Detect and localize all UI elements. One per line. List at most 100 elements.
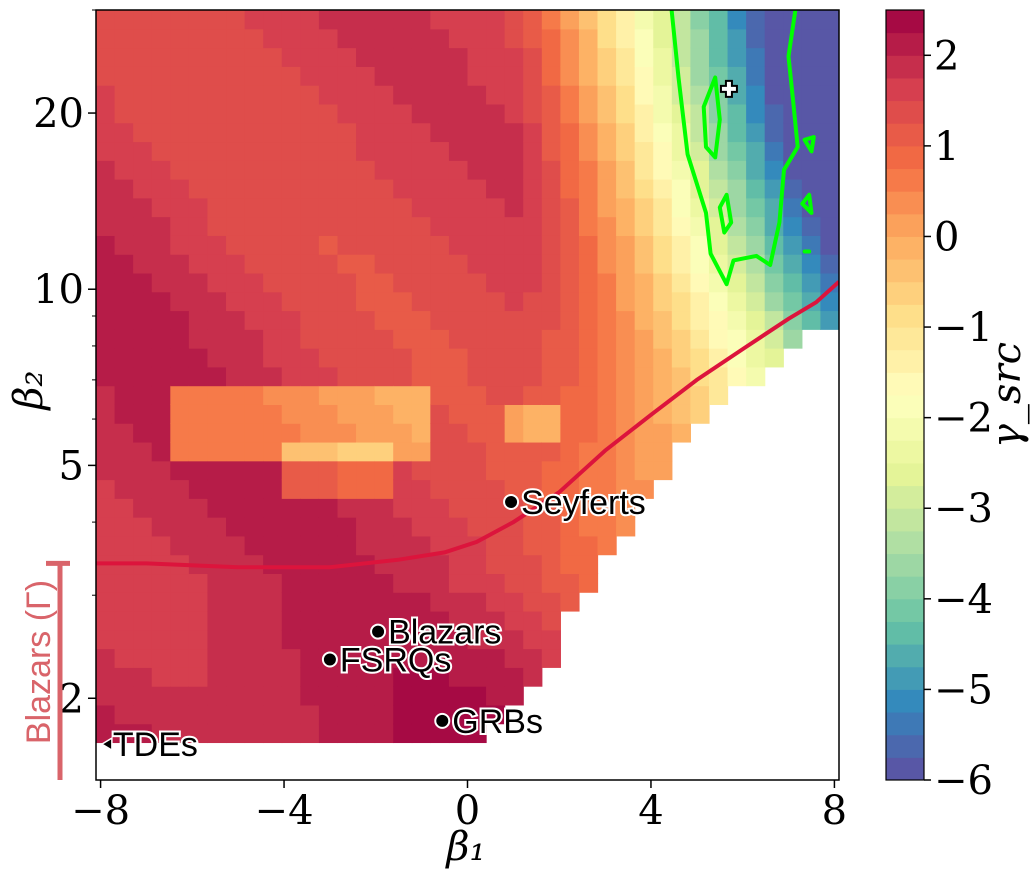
heatmap-cell xyxy=(318,216,339,236)
heatmap-cell xyxy=(597,216,617,236)
heatmap-cell xyxy=(448,141,469,161)
heatmap-cell xyxy=(281,103,301,124)
heatmap-cell xyxy=(448,272,469,293)
heatmap-cell xyxy=(411,554,431,575)
heatmap-cell xyxy=(263,310,283,330)
heatmap-cell xyxy=(411,704,431,725)
heatmap-cell xyxy=(244,28,264,49)
heatmap-cell xyxy=(523,47,543,67)
heatmap-cell xyxy=(708,310,729,330)
heatmap-cell xyxy=(356,592,376,612)
heatmap-cell xyxy=(226,254,246,274)
heatmap-cell xyxy=(263,441,283,462)
heatmap-cell xyxy=(207,216,227,236)
heatmap-cell xyxy=(393,329,413,349)
heatmap-cell xyxy=(671,310,691,330)
heatmap-cell xyxy=(151,667,171,687)
heatmap-cell xyxy=(281,329,301,349)
heatmap-cell xyxy=(578,10,599,30)
heatmap-cell xyxy=(560,291,580,312)
heatmap-cell xyxy=(801,179,822,199)
heatmap-cell xyxy=(281,160,301,180)
heatmap-cell xyxy=(226,667,246,687)
heatmap-cell xyxy=(356,254,376,274)
heatmap-cell xyxy=(133,103,153,124)
heatmap-cell xyxy=(634,179,654,199)
heatmap-cell xyxy=(653,28,673,49)
heatmap-cell xyxy=(96,197,116,218)
heatmap-cell xyxy=(188,385,209,405)
heatmap-cell xyxy=(337,235,357,255)
heatmap-cell xyxy=(541,460,561,481)
heatmap-cell xyxy=(263,197,283,218)
heatmap-cell xyxy=(560,254,580,274)
heatmap-cell xyxy=(690,404,710,424)
heatmap-cell xyxy=(430,310,450,330)
heatmap-cell xyxy=(801,160,822,180)
heatmap-cell xyxy=(133,404,153,424)
heatmap-cell xyxy=(467,160,487,180)
heatmap-cell xyxy=(764,160,784,180)
heatmap-cell xyxy=(263,272,283,293)
colorbar-tick-label: −6 xyxy=(934,758,993,804)
heatmap-cell xyxy=(504,66,524,86)
heatmap-cell xyxy=(356,235,376,255)
heatmap-cell xyxy=(764,85,784,105)
heatmap-cell xyxy=(263,103,283,124)
heatmap-cell xyxy=(727,160,747,180)
heatmap-cell xyxy=(318,235,339,255)
heatmap-cell xyxy=(411,348,431,368)
heatmap-cell xyxy=(318,366,339,387)
heatmap-cell xyxy=(226,235,246,255)
colorbar-band xyxy=(886,440,924,464)
heatmap-cell xyxy=(244,686,264,706)
heatmap-cell xyxy=(746,122,766,143)
heatmap-cell xyxy=(634,460,654,481)
source-blazars: Blazars xyxy=(370,612,503,654)
heatmap-cell xyxy=(188,179,209,199)
heatmap-cell xyxy=(151,122,171,143)
heatmap-cell xyxy=(207,535,227,556)
heatmap-cell xyxy=(337,310,357,330)
heatmap-cell xyxy=(300,479,320,499)
heatmap-cell xyxy=(244,348,264,368)
heatmap-cell xyxy=(411,66,431,86)
heatmap-cell xyxy=(653,348,673,368)
heatmap-cell xyxy=(151,66,171,86)
heatmap-cell xyxy=(560,592,580,612)
heatmap-cell xyxy=(541,535,561,556)
heatmap-cell xyxy=(430,122,450,143)
heatmap-cell xyxy=(578,310,599,330)
heatmap-cell xyxy=(244,85,264,105)
y-axis-label: β₂ xyxy=(6,370,52,411)
heatmap-cell xyxy=(411,10,431,30)
heatmap-cell xyxy=(486,385,506,405)
heatmap-cell xyxy=(430,348,450,368)
heatmap-cell xyxy=(374,141,394,161)
heatmap-cell xyxy=(486,460,506,481)
heatmap-cell xyxy=(801,310,822,330)
heatmap-cell xyxy=(263,291,283,312)
heatmap-cell xyxy=(188,498,209,518)
colorbar-band xyxy=(886,757,924,781)
heatmap-cell xyxy=(96,629,116,650)
heatmap-cell xyxy=(783,235,803,255)
heatmap-cell xyxy=(281,423,301,443)
heatmap-cell xyxy=(523,254,543,274)
heatmap-cell xyxy=(151,366,171,387)
heatmap-cell xyxy=(430,610,450,631)
heatmap-cell xyxy=(467,479,487,499)
heatmap-cell xyxy=(318,10,339,30)
heatmap-cell xyxy=(244,535,264,556)
heatmap-cell xyxy=(523,310,543,330)
heatmap-cell xyxy=(356,291,376,312)
heatmap-cell xyxy=(746,272,766,293)
heatmap-cell xyxy=(523,348,543,368)
heatmap-cell xyxy=(523,122,543,143)
heatmap-cell xyxy=(244,160,264,180)
heatmap-cell xyxy=(188,141,209,161)
heatmap-cell xyxy=(783,291,803,312)
red-threshold-curve xyxy=(96,280,839,570)
heatmap-cell xyxy=(671,122,691,143)
heatmap-cell xyxy=(523,385,543,405)
